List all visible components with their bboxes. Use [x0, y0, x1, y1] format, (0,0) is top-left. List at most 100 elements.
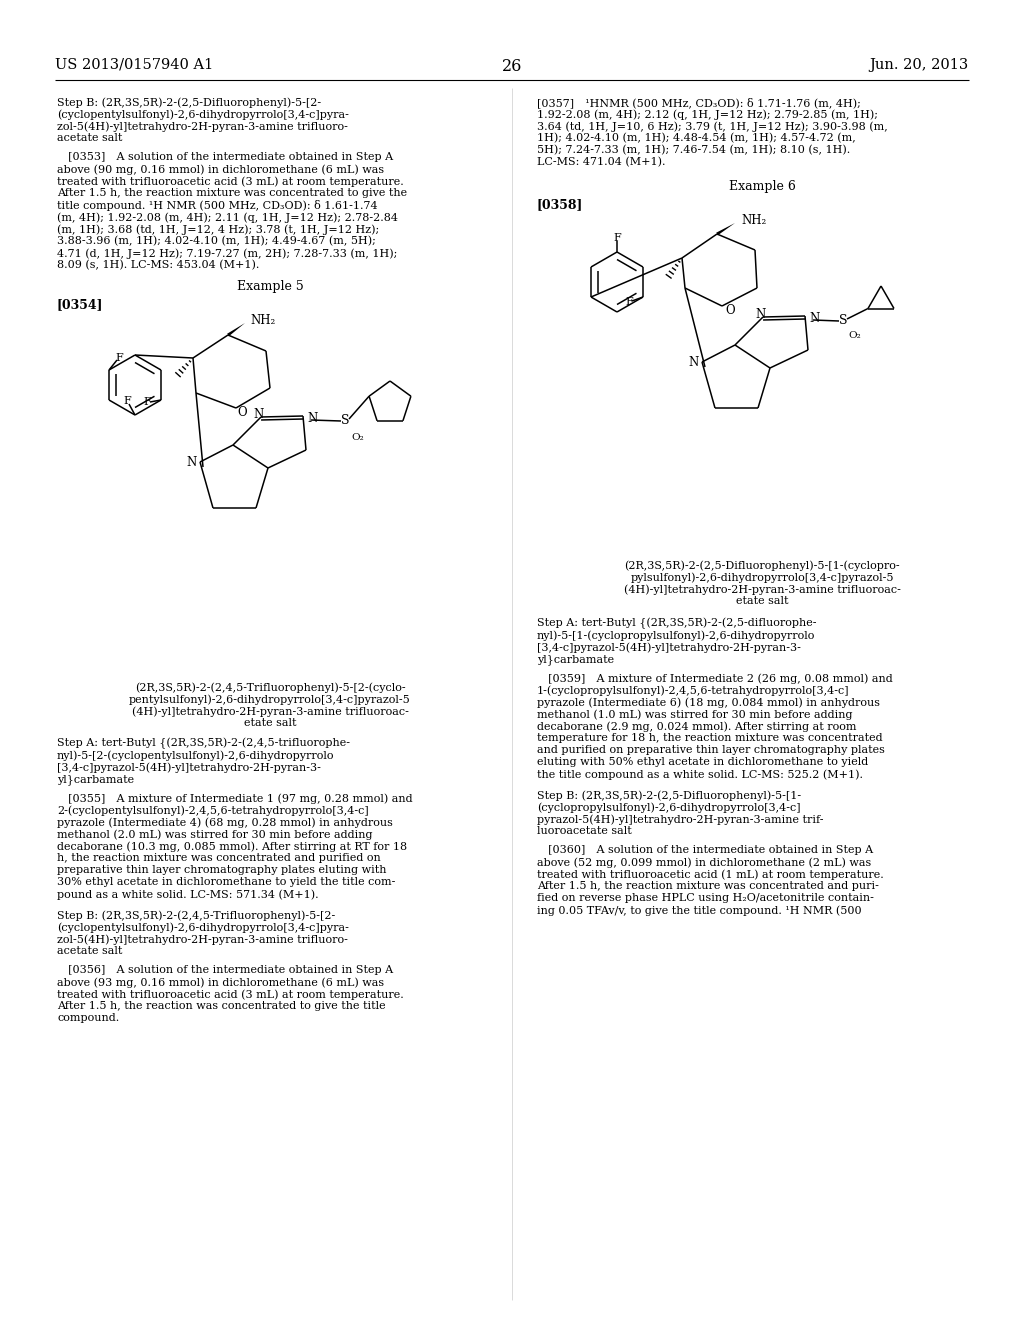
Text: (2R,3S,5R)-2-(2,4,5-Trifluorophenyl)-5-[2-(cyclo-: (2R,3S,5R)-2-(2,4,5-Trifluorophenyl)-5-[…: [135, 682, 406, 693]
Text: [0353] A solution of the intermediate obtained in Step A: [0353] A solution of the intermediate ob…: [57, 152, 393, 162]
Text: N: N: [308, 412, 318, 425]
Text: and purified on preparative thin layer chromatography plates: and purified on preparative thin layer c…: [537, 744, 885, 755]
Text: etate salt: etate salt: [244, 718, 296, 729]
Text: [3,4-c]pyrazol-5(4H)-yl]tetrahydro-2H-pyran-3-: [3,4-c]pyrazol-5(4H)-yl]tetrahydro-2H-py…: [537, 642, 801, 652]
Text: acetate salt: acetate salt: [57, 133, 123, 143]
Text: (cyclopentylsulfonyl)-2,6-dihydropyrrolo[3,4-c]pyra-: (cyclopentylsulfonyl)-2,6-dihydropyrrolo…: [57, 110, 349, 120]
Text: [0355] A mixture of Intermediate 1 (97 mg, 0.28 mmol) and: [0355] A mixture of Intermediate 1 (97 m…: [57, 793, 413, 804]
Text: treated with trifluoroacetic acid (1 mL) at room temperature.: treated with trifluoroacetic acid (1 mL)…: [537, 869, 884, 879]
Text: O₂: O₂: [351, 433, 364, 442]
Text: Step B: (2R,3S,5R)-2-(2,5-Difluorophenyl)-5-[1-: Step B: (2R,3S,5R)-2-(2,5-Difluorophenyl…: [537, 789, 801, 800]
Text: pylsulfonyl)-2,6-dihydropyrrolo[3,4-c]pyrazol-5: pylsulfonyl)-2,6-dihydropyrrolo[3,4-c]py…: [630, 572, 894, 582]
Text: [0358]: [0358]: [537, 198, 584, 211]
Text: decaborane (10.3 mg, 0.085 mmol). After stirring at RT for 18: decaborane (10.3 mg, 0.085 mmol). After …: [57, 841, 408, 851]
Text: [0359] A mixture of Intermediate 2 (26 mg, 0.08 mmol) and: [0359] A mixture of Intermediate 2 (26 m…: [537, 673, 893, 684]
Text: zol-5(4H)-yl]tetrahydro-2H-pyran-3-amine trifluoro-: zol-5(4H)-yl]tetrahydro-2H-pyran-3-amine…: [57, 935, 348, 945]
Text: Jun. 20, 2013: Jun. 20, 2013: [869, 58, 969, 73]
Text: F: F: [625, 297, 633, 308]
Text: luoroacetate salt: luoroacetate salt: [537, 826, 632, 836]
Text: 1.92-2.08 (m, 4H); 2.12 (q, 1H, J=12 Hz); 2.79-2.85 (m, 1H);: 1.92-2.08 (m, 4H); 2.12 (q, 1H, J=12 Hz)…: [537, 110, 878, 120]
Text: etate salt: etate salt: [736, 597, 788, 606]
Text: above (52 mg, 0.099 mmol) in dichloromethane (2 mL) was: above (52 mg, 0.099 mmol) in dichloromet…: [537, 857, 871, 867]
Text: 3.64 (td, 1H, J=10, 6 Hz); 3.79 (t, 1H, J=12 Hz); 3.90-3.98 (m,: 3.64 (td, 1H, J=10, 6 Hz); 3.79 (t, 1H, …: [537, 121, 888, 132]
Text: F: F: [115, 352, 123, 363]
Text: 1H); 4.02-4.10 (m, 1H); 4.48-4.54 (m, 1H); 4.57-4.72 (m,: 1H); 4.02-4.10 (m, 1H); 4.48-4.54 (m, 1H…: [537, 133, 856, 144]
Text: [0356] A solution of the intermediate obtained in Step A: [0356] A solution of the intermediate ob…: [57, 965, 393, 975]
Text: h, the reaction mixture was concentrated and purified on: h, the reaction mixture was concentrated…: [57, 853, 381, 863]
Text: yl}carbamate: yl}carbamate: [57, 774, 134, 785]
Text: decaborane (2.9 mg, 0.024 mmol). After stirring at room: decaborane (2.9 mg, 0.024 mmol). After s…: [537, 721, 856, 731]
Text: [0357] ¹HNMR (500 MHz, CD₃OD): δ 1.71-1.76 (m, 4H);: [0357] ¹HNMR (500 MHz, CD₃OD): δ 1.71-1.…: [537, 96, 861, 108]
Text: N: N: [689, 355, 699, 368]
Text: O₂: O₂: [848, 331, 861, 341]
Text: (cyclopentylsulfonyl)-2,6-dihydropyrrolo[3,4-c]pyra-: (cyclopentylsulfonyl)-2,6-dihydropyrrolo…: [57, 921, 349, 932]
Text: methanol (2.0 mL) was stirred for 30 min before adding: methanol (2.0 mL) was stirred for 30 min…: [57, 829, 373, 840]
Text: temperature for 18 h, the reaction mixture was concentrated: temperature for 18 h, the reaction mixtu…: [537, 733, 883, 743]
Text: 30% ethyl acetate in dichloromethane to yield the title com-: 30% ethyl acetate in dichloromethane to …: [57, 876, 395, 887]
Text: pound as a white solid. LC-MS: 571.34 (M+1).: pound as a white solid. LC-MS: 571.34 (M…: [57, 888, 318, 899]
Text: 5H); 7.24-7.33 (m, 1H); 7.46-7.54 (m, 1H); 8.10 (s, 1H).: 5H); 7.24-7.33 (m, 1H); 7.46-7.54 (m, 1H…: [537, 145, 850, 156]
Text: N: N: [254, 408, 264, 421]
Text: (4H)-yl]tetrahydro-2H-pyran-3-amine trifluoroac-: (4H)-yl]tetrahydro-2H-pyran-3-amine trif…: [131, 706, 409, 717]
Text: (4H)-yl]tetrahydro-2H-pyran-3-amine trifluoroac-: (4H)-yl]tetrahydro-2H-pyran-3-amine trif…: [624, 583, 900, 594]
Text: eluting with 50% ethyl acetate in dichloromethane to yield: eluting with 50% ethyl acetate in dichlo…: [537, 756, 868, 767]
Text: treated with trifluoroacetic acid (3 mL) at room temperature.: treated with trifluoroacetic acid (3 mL)…: [57, 989, 403, 999]
Text: fied on reverse phase HPLC using H₂O/acetonitrile contain-: fied on reverse phase HPLC using H₂O/ace…: [537, 894, 873, 903]
Text: Step A: tert-Butyl {(2R,3S,5R)-2-(2,4,5-trifluorophe-: Step A: tert-Butyl {(2R,3S,5R)-2-(2,4,5-…: [57, 738, 350, 750]
Text: ing 0.05 TFAv/v, to give the title compound. ¹H NMR (500: ing 0.05 TFAv/v, to give the title compo…: [537, 906, 861, 916]
Text: treated with trifluoroacetic acid (3 mL) at room temperature.: treated with trifluoroacetic acid (3 mL)…: [57, 176, 403, 186]
Text: (m, 4H); 1.92-2.08 (m, 4H); 2.11 (q, 1H, J=12 Hz); 2.78-2.84: (m, 4H); 1.92-2.08 (m, 4H); 2.11 (q, 1H,…: [57, 213, 398, 223]
Text: methanol (1.0 mL) was stirred for 30 min before adding: methanol (1.0 mL) was stirred for 30 min…: [537, 709, 853, 719]
Text: 3.88-3.96 (m, 1H); 4.02-4.10 (m, 1H); 4.49-4.67 (m, 5H);: 3.88-3.96 (m, 1H); 4.02-4.10 (m, 1H); 4.…: [57, 236, 376, 247]
Text: (cyclopropylsulfonyl)-2,6-dihydropyrrolo[3,4-c]: (cyclopropylsulfonyl)-2,6-dihydropyrrolo…: [537, 803, 801, 813]
Text: (m, 1H); 3.68 (td, 1H, J=12, 4 Hz); 3.78 (t, 1H, J=12 Hz);: (m, 1H); 3.68 (td, 1H, J=12, 4 Hz); 3.78…: [57, 224, 379, 235]
Text: [3,4-c]pyrazol-5(4H)-yl]tetrahydro-2H-pyran-3-: [3,4-c]pyrazol-5(4H)-yl]tetrahydro-2H-py…: [57, 762, 321, 772]
Text: N: N: [186, 455, 198, 469]
Text: above (90 mg, 0.16 mmol) in dichloromethane (6 mL) was: above (90 mg, 0.16 mmol) in dichlorometh…: [57, 164, 384, 174]
Text: acetate salt: acetate salt: [57, 946, 123, 956]
Text: yl}carbamate: yl}carbamate: [537, 653, 614, 665]
Polygon shape: [227, 323, 245, 337]
Text: S: S: [839, 314, 847, 327]
Text: 8.09 (s, 1H). LC-MS: 453.04 (M+1).: 8.09 (s, 1H). LC-MS: 453.04 (M+1).: [57, 260, 259, 271]
Text: pentylsulfonyl)-2,6-dihydropyrrolo[3,4-c]pyrazol-5: pentylsulfonyl)-2,6-dihydropyrrolo[3,4-c…: [129, 694, 411, 705]
Text: After 1.5 h, the reaction mixture was concentrated to give the: After 1.5 h, the reaction mixture was co…: [57, 187, 408, 198]
Text: title compound. ¹H NMR (500 MHz, CD₃OD): δ 1.61-1.74: title compound. ¹H NMR (500 MHz, CD₃OD):…: [57, 201, 378, 211]
Text: nyl)-5-[1-(cyclopropylsulfonyl)-2,6-dihydropyrrolo: nyl)-5-[1-(cyclopropylsulfonyl)-2,6-dihy…: [537, 630, 815, 640]
Text: After 1.5 h, the reaction mixture was concentrated and puri-: After 1.5 h, the reaction mixture was co…: [537, 880, 879, 891]
Text: LC-MS: 471.04 (M+1).: LC-MS: 471.04 (M+1).: [537, 157, 666, 168]
Text: pyrazole (Intermediate 4) (68 mg, 0.28 mmol) in anhydrous: pyrazole (Intermediate 4) (68 mg, 0.28 m…: [57, 817, 393, 828]
Text: O: O: [238, 407, 247, 420]
Text: NH₂: NH₂: [741, 214, 766, 227]
Text: preparative thin layer chromatography plates eluting with: preparative thin layer chromatography pl…: [57, 865, 386, 875]
Text: pyrazol-5(4H)-yl]tetrahydro-2H-pyran-3-amine trif-: pyrazol-5(4H)-yl]tetrahydro-2H-pyran-3-a…: [537, 814, 823, 825]
Text: O: O: [725, 305, 735, 318]
Text: above (93 mg, 0.16 mmol) in dichloromethane (6 mL) was: above (93 mg, 0.16 mmol) in dichlorometh…: [57, 977, 384, 987]
Text: Step A: tert-Butyl {(2R,3S,5R)-2-(2,5-difluorophe-: Step A: tert-Butyl {(2R,3S,5R)-2-(2,5-di…: [537, 618, 816, 630]
Text: F: F: [143, 397, 151, 407]
Text: [0354]: [0354]: [57, 298, 103, 312]
Text: Example 5: Example 5: [237, 280, 303, 293]
Text: After 1.5 h, the reaction was concentrated to give the title: After 1.5 h, the reaction was concentrat…: [57, 1001, 386, 1011]
Text: [0360] A solution of the intermediate obtained in Step A: [0360] A solution of the intermediate ob…: [537, 845, 873, 855]
Text: US 2013/0157940 A1: US 2013/0157940 A1: [55, 58, 213, 73]
Text: nyl)-5-[2-(cyclopentylsulfonyl)-2,6-dihydropyrrolo: nyl)-5-[2-(cyclopentylsulfonyl)-2,6-dihy…: [57, 750, 335, 760]
Text: pyrazole (Intermediate 6) (18 mg, 0.084 mmol) in anhydrous: pyrazole (Intermediate 6) (18 mg, 0.084 …: [537, 697, 880, 708]
Text: zol-5(4H)-yl]tetrahydro-2H-pyran-3-amine trifluoro-: zol-5(4H)-yl]tetrahydro-2H-pyran-3-amine…: [57, 121, 348, 132]
Polygon shape: [716, 223, 735, 235]
Text: 4.71 (d, 1H, J=12 Hz); 7.19-7.27 (m, 2H); 7.28-7.33 (m, 1H);: 4.71 (d, 1H, J=12 Hz); 7.19-7.27 (m, 2H)…: [57, 248, 397, 259]
Text: S: S: [341, 414, 349, 428]
Text: 2-(cyclopentylsulfonyl)-2,4,5,6-tetrahydropyrrolo[3,4-c]: 2-(cyclopentylsulfonyl)-2,4,5,6-tetrahyd…: [57, 805, 369, 816]
Text: (2R,3S,5R)-2-(2,5-Difluorophenyl)-5-[1-(cyclopro-: (2R,3S,5R)-2-(2,5-Difluorophenyl)-5-[1-(…: [625, 560, 900, 570]
Text: 26: 26: [502, 58, 522, 75]
Text: NH₂: NH₂: [250, 314, 275, 326]
Text: Step B: (2R,3S,5R)-2-(2,5-Difluorophenyl)-5-[2-: Step B: (2R,3S,5R)-2-(2,5-Difluorophenyl…: [57, 96, 322, 107]
Text: 1-(cyclopropylsulfonyl)-2,4,5,6-tetrahydropyrrolo[3,4-c]: 1-(cyclopropylsulfonyl)-2,4,5,6-tetrahyd…: [537, 685, 850, 696]
Text: N: N: [810, 312, 820, 325]
Text: F: F: [613, 234, 621, 243]
Text: Example 6: Example 6: [728, 180, 796, 193]
Text: Step B: (2R,3S,5R)-2-(2,4,5-Trifluorophenyl)-5-[2-: Step B: (2R,3S,5R)-2-(2,4,5-Trifluorophe…: [57, 909, 335, 920]
Text: F: F: [123, 396, 131, 407]
Text: N: N: [756, 308, 766, 321]
Text: the title compound as a white solid. LC-MS: 525.2 (M+1).: the title compound as a white solid. LC-…: [537, 770, 863, 780]
